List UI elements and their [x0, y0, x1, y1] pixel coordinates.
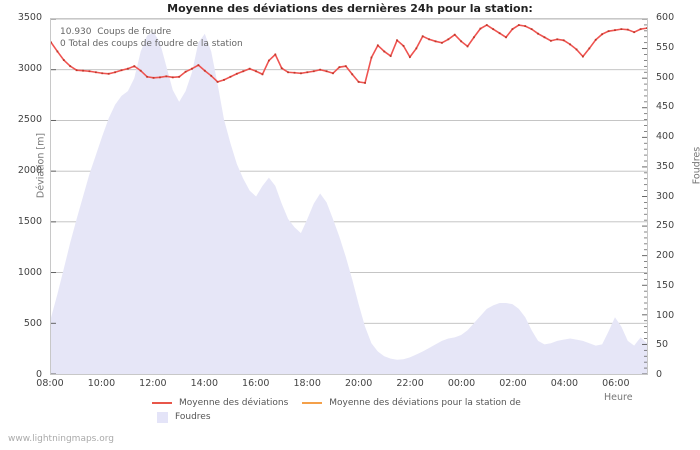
x-tick-2200: 22:00 [396, 378, 424, 389]
x-tick-0000: 00:00 [447, 378, 476, 389]
right-tick-450: 450 [656, 101, 675, 113]
x-tick-1200: 12:00 [139, 378, 167, 389]
right-tick-50: 50 [656, 339, 669, 351]
legend-row-secondary: Foudres [152, 410, 592, 424]
left-tick-2500: 2500 [17, 114, 42, 125]
chart-title: Moyenne des déviations des dernières 24h… [167, 2, 533, 15]
left-tick-0: 0 [35, 369, 42, 380]
strike-count-annotation: 10.930 Coups de foudre 0 Total des coups… [60, 26, 243, 50]
right-tick-500: 500 [656, 71, 675, 83]
legend-swatch-station-deviation [302, 402, 323, 404]
right-tick-250: 250 [656, 220, 675, 232]
legend-row-primary: Moyenne des déviations Moyenne des dévia… [152, 396, 592, 410]
legend-label-station-deviation: Moyenne des déviations pour la station d… [329, 398, 521, 408]
x-tick-0800: 08:00 [36, 378, 64, 389]
legend-swatch-strikes [157, 411, 168, 423]
right-tick-350: 350 [656, 160, 675, 172]
deviation-line-path [51, 24, 647, 84]
x-tick-0200: 02:00 [499, 378, 527, 389]
left-tick-2000: 2000 [17, 165, 42, 176]
annotation-line-1: 10.930 Coups de foudre [60, 27, 172, 37]
x-tick-2000: 20:00 [344, 378, 373, 389]
left-tick-500: 500 [23, 318, 42, 329]
right-tick-600: 600 [656, 12, 675, 23]
source-watermark: www.lightningmaps.org [8, 434, 114, 444]
x-tick-1400: 14:00 [190, 378, 218, 389]
left-tick-1000: 1000 [17, 267, 42, 278]
x-tick-0600: 06:00 [602, 378, 630, 389]
x-tick-0400: 04:00 [550, 378, 579, 389]
legend-item-deviation[interactable]: Moyenne des déviations [152, 398, 288, 408]
left-tick-3000: 3000 [17, 63, 42, 74]
legend-label-strikes: Foudres [175, 412, 211, 422]
legend-label-deviation: Moyenne des déviations [179, 398, 289, 408]
x-tick-1000: 10:00 [87, 378, 116, 389]
right-tick-550: 550 [656, 41, 675, 53]
deviation-line-markers [51, 24, 647, 84]
right-tick-100: 100 [656, 309, 675, 321]
right-tick-150: 150 [656, 279, 675, 291]
right-tick-400: 400 [656, 131, 675, 142]
right-axis-label: Foudres [691, 146, 700, 185]
left-tick-3500: 3500 [17, 12, 42, 23]
x-tick-1800: 18:00 [293, 378, 321, 389]
legend-item-station-deviation[interactable]: Moyenne des déviations pour la station d… [302, 398, 521, 408]
x-tick-1600: 16:00 [242, 378, 270, 389]
strikes-area-path [51, 32, 647, 374]
annotation-line-2: 0 Total des coups de foudre de la statio… [60, 39, 243, 49]
right-tick-200: 200 [656, 250, 675, 261]
plot-svg [51, 19, 647, 374]
right-tick-300: 300 [656, 190, 675, 202]
left-axis-label: Déviation [m] [35, 132, 47, 199]
right-tick-0: 0 [656, 369, 663, 380]
legend-item-strikes[interactable]: Foudres [152, 411, 211, 423]
legend-swatch-deviation [152, 402, 172, 404]
left-tick-1500: 1500 [17, 216, 42, 227]
x-axis-label: Heure [604, 392, 633, 403]
chart-legend: Moyenne des déviations Moyenne des dévia… [152, 396, 592, 424]
plot-area [50, 18, 648, 375]
